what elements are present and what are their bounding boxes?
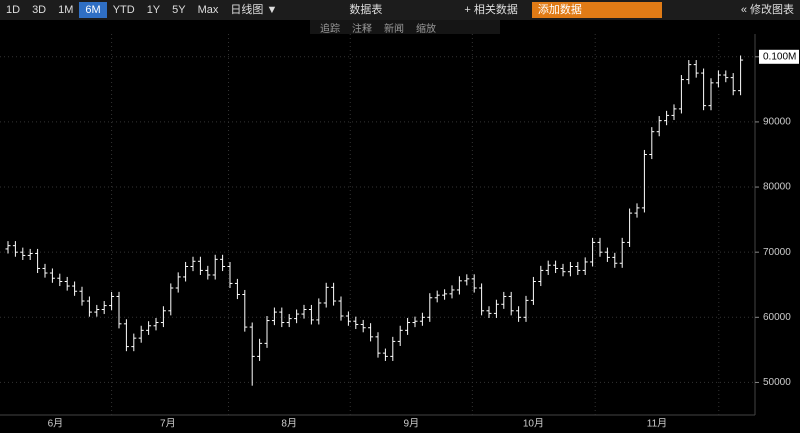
tool-button[interactable]: 缩放 (416, 23, 436, 35)
add-data-input[interactable]: 添加数据 (531, 2, 662, 18)
y-tick-label: 70000 (763, 247, 791, 258)
x-tick-label: 9月 (404, 418, 420, 430)
edit-button[interactable]: « 修改图表 (740, 4, 794, 16)
y-tick-label: 90000 (763, 117, 791, 128)
range-button[interactable]: 1M (58, 4, 74, 16)
price-box (759, 49, 799, 64)
y-tick-label: 80000 (763, 182, 791, 193)
y-tick-label: 0.100M (763, 51, 796, 62)
range-button[interactable]: Max (197, 4, 219, 16)
range-button[interactable]: YTD (112, 4, 135, 16)
range-group: 1D 3D 1M 6M YTD 1Y 5Y Max (0, 2, 224, 18)
tool-button[interactable]: 注释 (352, 23, 372, 35)
x-tick-label: 8月 (281, 418, 297, 430)
range-button[interactable]: 3D (32, 4, 47, 16)
x-tick-label: 6月 (48, 418, 64, 430)
related-button[interactable]: + 相关数据 (464, 4, 518, 16)
y-tick-label: 60000 (763, 312, 791, 323)
tool-button[interactable]: 新闻 (384, 23, 404, 35)
x-tick-label: 11月 (647, 418, 667, 430)
toolbar: 1D 3D 1M 6M YTD 1Y 5Y Max 日线图 ▼ 数据表 + 相关数据 添加数据… (0, 0, 800, 20)
range-button[interactable]: 5Y (172, 4, 186, 16)
x-tick-label: 7月 (160, 418, 176, 430)
tool-row: 追踪 注释 新闻 缩放 (310, 20, 500, 35)
range-button[interactable]: 1D (6, 4, 21, 16)
chart-style[interactable]: 日线图 ▼ (230, 4, 278, 16)
range-button[interactable]: 1Y (146, 4, 161, 16)
table-button[interactable]: 数据表 (349, 4, 383, 16)
range-button[interactable]: 6M (79, 2, 107, 18)
tool-button[interactable]: 追踪 (320, 23, 340, 35)
y-tick-label: 50000 (763, 377, 791, 388)
x-tick-label: 10月 (523, 418, 544, 430)
